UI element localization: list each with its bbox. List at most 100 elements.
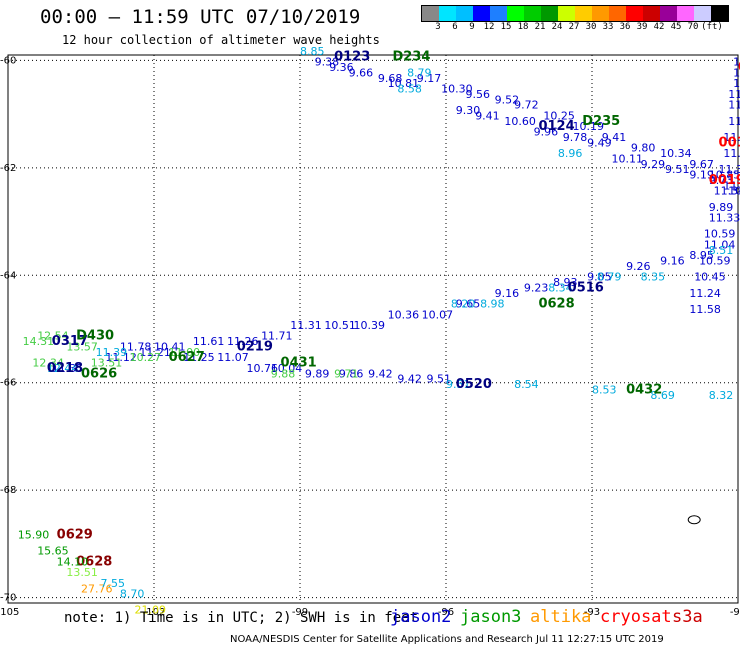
pass-time-label: 0123	[334, 49, 370, 64]
wave-height-value: 10.59	[704, 228, 736, 241]
color-swatch	[558, 6, 575, 21]
wave-height-value: 9.26	[626, 260, 651, 273]
wave-height-value: 9.19	[689, 169, 714, 182]
wave-height-value: 10.11	[611, 152, 643, 165]
mission-s3a: s3a	[672, 607, 703, 627]
color-swatch	[473, 6, 490, 21]
latitude-tick-label: -70	[0, 593, 16, 604]
wave-height-value: 10.45	[694, 271, 726, 284]
wave-height-value: 9.80	[631, 142, 656, 155]
wave-height-value: 10.59	[699, 255, 731, 268]
wave-height-value: 11.61	[193, 335, 225, 348]
wave-height-value: 10.81	[388, 77, 420, 90]
color-scale-label: 15	[500, 22, 512, 32]
color-swatch	[456, 6, 473, 21]
color-scale-label: (ft)	[701, 22, 723, 32]
color-scale-label: 42	[653, 22, 665, 32]
pass-time-label: 0432	[626, 382, 662, 397]
color-swatch	[490, 6, 507, 21]
pass-time-label: D234	[392, 49, 430, 64]
color-swatch	[575, 6, 592, 21]
color-scale-label: 70	[687, 22, 699, 32]
color-scale-label: 3	[435, 22, 441, 32]
pass-time-label: D430	[76, 329, 114, 344]
pass-time-label: 0628	[76, 554, 112, 569]
wave-height-value: 9.51	[665, 163, 690, 176]
wave-height-value: 15.65	[37, 545, 68, 558]
wave-height-value: 8.79	[597, 271, 622, 284]
wave-height-value: 10.19	[573, 120, 605, 133]
wave-height-value: 9.88	[271, 367, 296, 380]
wave-height-value: 9.36	[329, 61, 354, 74]
longitude-tick-label: -96	[438, 607, 454, 618]
wave-height-value: 9.65	[456, 298, 481, 311]
mission-jason2: jason2	[390, 607, 452, 627]
wave-height-value: 11.78	[120, 340, 152, 353]
wave-height-value: 8.58	[397, 83, 422, 96]
wave-height-value: 8.93	[553, 276, 578, 289]
wave-height-value: 9.52	[495, 93, 519, 106]
wave-height-value: 9.89	[709, 201, 734, 214]
pass-time-label: 0018	[719, 135, 740, 150]
wave-height-value: 10.25	[543, 109, 575, 122]
longitude-tick-label: -93	[584, 607, 600, 618]
wave-height-value: 21.09	[135, 604, 167, 617]
wave-height-value: 9.16	[660, 255, 685, 268]
wave-height-value: 9.78	[563, 131, 588, 144]
wave-height-value: 9.66	[349, 66, 374, 79]
wave-height-value: 10.60	[504, 115, 536, 128]
longitude-tick-label: -99	[292, 607, 308, 618]
latitude-tick-label: -64	[0, 270, 16, 281]
color-swatch	[643, 6, 660, 21]
mission-cryosat: cryosat	[600, 607, 672, 627]
pass-time-label: 0626	[81, 366, 117, 381]
wave-height-value: 8.20	[451, 298, 476, 311]
wave-height-value: 10.04	[271, 362, 303, 375]
wave-height-value: 8.70	[120, 588, 145, 601]
wave-height-value: 10.36	[388, 308, 420, 321]
wave-height-value: 14.10	[57, 555, 89, 568]
latitude-tick-label: -60	[0, 55, 16, 66]
wave-height-value: 8.51	[709, 244, 734, 257]
wave-height-value: 11.34	[714, 185, 740, 198]
color-scale-label: 33	[602, 22, 614, 32]
wave-height-value: 10.27	[130, 351, 162, 364]
wave-height-value: 10.41	[154, 340, 186, 353]
wave-height-value: 11.00	[169, 346, 201, 359]
latitude-tick-label: -66	[0, 378, 16, 389]
pass-time-label: 001	[738, 60, 740, 75]
color-swatch	[507, 6, 524, 21]
wave-height-value: 11.32	[719, 163, 740, 176]
pass-time-label: 0627	[169, 350, 205, 365]
pass-time-label: 0219	[237, 339, 273, 354]
color-swatch	[422, 6, 439, 21]
longitude-tick-label: -90	[730, 607, 740, 618]
pass-time-label: D235	[582, 114, 620, 129]
wave-height-value: 9.73	[709, 174, 734, 187]
pass-time-label: 0516	[568, 280, 604, 295]
pass-time-label: 0629	[57, 528, 93, 543]
wave-height-value: 9.67	[689, 158, 714, 171]
wave-height-value: 10.30	[441, 83, 473, 96]
wave-height-value: 9.51	[446, 378, 471, 391]
wave-height-value: 9.05	[587, 271, 612, 284]
latitude-tick-label: -62	[0, 163, 16, 174]
wave-height-value: 9.23	[524, 281, 549, 294]
wave-height-value: 9.56	[465, 88, 490, 101]
wave-height-value: 8.32	[709, 389, 734, 402]
wave-height-value: 9.68	[378, 72, 403, 85]
wave-height-value: 8.34	[548, 281, 573, 294]
wave-height-value: 11.36	[723, 147, 740, 160]
wave-height-value: 11.31	[290, 319, 322, 332]
wave-height-value: 10.66	[728, 185, 740, 198]
wave-height-value: 27.76	[81, 582, 113, 595]
wave-height-value: 11.35	[52, 362, 84, 375]
color-scale-label: 39	[636, 22, 648, 32]
wave-height-value: 11.07	[723, 179, 740, 192]
color-scale-label: 30	[585, 22, 597, 32]
wave-height-value: 9.51	[427, 373, 452, 386]
wave-height-value: 11.46	[733, 66, 740, 79]
longitude-tick-label: -105	[0, 607, 19, 618]
wave-height-value: 7.55	[100, 577, 125, 590]
